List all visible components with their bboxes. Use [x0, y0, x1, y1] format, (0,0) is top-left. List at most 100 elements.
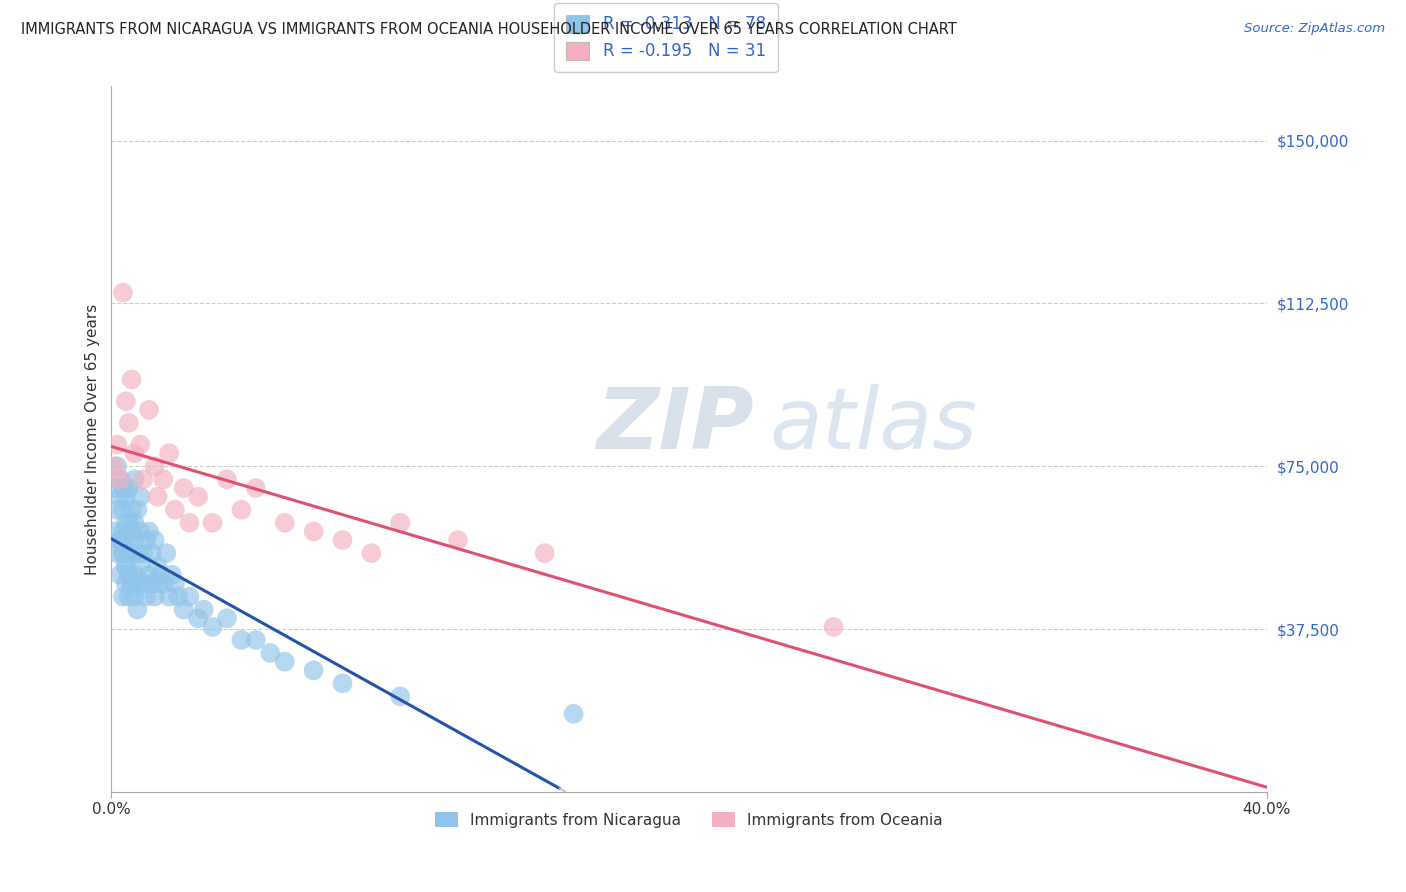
Point [115, 533, 138, 548]
Point [823, 620, 845, 634]
Point [121, 576, 143, 591]
Point [121, 502, 143, 516]
Point [332, 676, 354, 690]
Point [108, 490, 131, 504]
Point [108, 472, 131, 486]
Point [115, 516, 138, 530]
Point [121, 372, 143, 386]
Point [215, 472, 238, 486]
Point [115, 559, 138, 574]
Point [143, 533, 166, 548]
Point [108, 533, 131, 548]
Point [111, 546, 134, 560]
Point [118, 567, 141, 582]
Point [273, 516, 295, 530]
Point [231, 502, 253, 516]
Point [231, 632, 253, 647]
Legend: Immigrants from Nicaragua, Immigrants from Oceania: Immigrants from Nicaragua, Immigrants fr… [429, 805, 949, 834]
Point [111, 524, 134, 539]
Point [118, 590, 141, 604]
Point [166, 590, 188, 604]
Point [143, 459, 166, 474]
Point [135, 533, 157, 548]
Point [103, 481, 125, 495]
Point [215, 611, 238, 625]
Point [149, 567, 172, 582]
Point [562, 706, 585, 721]
Point [447, 533, 470, 548]
Point [259, 646, 281, 660]
Point [118, 481, 141, 495]
Point [132, 472, 155, 486]
Point [302, 524, 325, 539]
Point [124, 533, 146, 548]
Point [138, 567, 160, 582]
Point [245, 481, 267, 495]
Point [105, 437, 128, 451]
Point [157, 446, 180, 460]
Point [141, 546, 163, 560]
Point [138, 402, 160, 417]
Point [201, 620, 224, 634]
Text: Source: ZipAtlas.com: Source: ZipAtlas.com [1244, 22, 1385, 36]
Point [127, 602, 149, 616]
Point [111, 285, 134, 300]
Point [155, 546, 177, 560]
Point [124, 472, 146, 486]
Point [187, 611, 209, 625]
Point [141, 576, 163, 591]
Point [115, 576, 138, 591]
Point [115, 394, 138, 409]
Point [105, 459, 128, 474]
Point [360, 546, 382, 560]
Point [111, 502, 134, 516]
Point [105, 502, 128, 516]
Text: atlas: atlas [770, 384, 979, 467]
Point [173, 481, 195, 495]
Point [163, 576, 186, 591]
Point [132, 576, 155, 591]
Point [389, 516, 412, 530]
Point [127, 546, 149, 560]
Point [135, 590, 157, 604]
Point [201, 516, 224, 530]
Point [118, 416, 141, 430]
Point [124, 590, 146, 604]
Point [332, 533, 354, 548]
Point [179, 516, 201, 530]
Point [124, 516, 146, 530]
Point [127, 502, 149, 516]
Point [160, 567, 183, 582]
Point [152, 472, 174, 486]
Point [302, 664, 325, 678]
Point [115, 490, 138, 504]
Point [108, 533, 131, 548]
Point [103, 459, 125, 474]
Point [245, 632, 267, 647]
Point [121, 576, 143, 591]
Point [179, 590, 201, 604]
Point [111, 546, 134, 560]
Point [138, 524, 160, 539]
Point [146, 559, 169, 574]
Y-axis label: Householder Income Over 65 years: Householder Income Over 65 years [86, 303, 100, 574]
Point [173, 602, 195, 616]
Point [193, 602, 215, 616]
Point [129, 524, 152, 539]
Point [111, 590, 134, 604]
Point [533, 546, 555, 560]
Point [108, 472, 131, 486]
Point [129, 559, 152, 574]
Point [146, 490, 169, 504]
Point [157, 590, 180, 604]
Point [273, 655, 295, 669]
Point [152, 576, 174, 591]
Point [111, 481, 134, 495]
Point [146, 576, 169, 591]
Point [121, 524, 143, 539]
Point [187, 490, 209, 504]
Point [129, 437, 152, 451]
Point [121, 546, 143, 560]
Point [115, 559, 138, 574]
Point [143, 590, 166, 604]
